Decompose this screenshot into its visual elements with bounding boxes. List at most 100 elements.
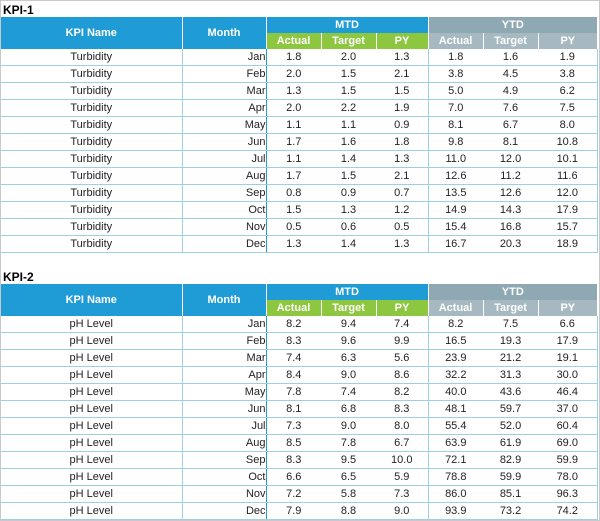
ytd-py-cell: 8.0 [538, 116, 598, 134]
mtd-target-cell: 0.6 [321, 218, 376, 236]
mtd-py-cell: 1.2 [376, 201, 429, 219]
mtd-actual-cell: 6.6 [266, 468, 321, 486]
mtd-py-cell: 2.1 [376, 167, 429, 185]
ytd-py-cell: 46.4 [538, 383, 598, 401]
ytd-target-cell: 6.7 [483, 116, 539, 134]
table-row: Turbidity Oct 1.5 1.3 1.2 14.9 14.3 17.9 [1, 201, 598, 219]
kpi-name-cell: pH Level [1, 485, 183, 503]
ytd-target-cell: 11.2 [483, 167, 539, 185]
mtd-target-cell: 6.8 [321, 400, 376, 418]
month-cell: Jun [182, 133, 267, 151]
mtd-actual-cell: 1.3 [266, 82, 321, 100]
ytd-actual-cell: 72.1 [427, 451, 484, 469]
month-cell: Sep [182, 184, 267, 202]
month-cell: Dec [182, 502, 267, 520]
mtd-actual-cell: 7.3 [266, 417, 321, 435]
ytd-target-cell: 52.0 [483, 417, 539, 435]
section-title-kpi-2: KPI-2 [3, 270, 34, 284]
ytd-target-cell: 61.9 [483, 434, 539, 452]
mtd-py-header: PY [375, 33, 429, 49]
month-cell: Jul [182, 150, 267, 168]
ytd-py-cell: 17.9 [538, 332, 598, 350]
ytd-actual-cell: 3.8 [427, 65, 484, 83]
table-row: Turbidity Jul 1.1 1.4 1.3 11.0 12.0 10.1 [1, 150, 598, 168]
ytd-target-cell: 12.0 [483, 150, 539, 168]
kpi-name-cell: Turbidity [1, 201, 183, 219]
ytd-py-cell: 18.9 [538, 235, 598, 253]
ytd-target-cell: 4.5 [483, 65, 539, 83]
table-row: pH Level Nov 7.2 5.8 7.3 86.0 85.1 96.3 [1, 485, 598, 503]
mtd-actual-cell: 8.5 [266, 434, 321, 452]
mtd-actual-cell: 1.1 [266, 150, 321, 168]
mtd-py-cell: 9.9 [376, 332, 429, 350]
mtd-actual-cell: 1.5 [266, 201, 321, 219]
ytd-target-cell: 12.6 [483, 184, 539, 202]
kpi-name-cell: pH Level [1, 502, 183, 520]
ytd-actual-cell: 8.1 [427, 116, 484, 134]
month-cell: May [182, 116, 267, 134]
ytd-actual-cell: 7.0 [427, 99, 484, 117]
ytd-target-cell: 31.3 [483, 366, 539, 384]
ytd-actual-header: Actual [427, 33, 484, 49]
mtd-actual-cell: 1.7 [266, 167, 321, 185]
month-cell: Oct [182, 201, 267, 219]
month-cell: Feb [182, 332, 267, 350]
mtd-target-cell: 0.9 [321, 184, 376, 202]
month-cell: Mar [182, 349, 267, 367]
table-row: pH Level Aug 8.5 7.8 6.7 63.9 61.9 69.0 [1, 434, 598, 452]
mtd-actual-cell: 8.3 [266, 451, 321, 469]
ytd-py-cell: 10.8 [538, 133, 598, 151]
mtd-target-cell: 2.0 [321, 49, 376, 66]
ytd-actual-cell: 63.9 [427, 434, 484, 452]
table-row: Turbidity Nov 0.5 0.6 0.5 15.4 16.8 15.7 [1, 218, 598, 236]
kpi-name-cell: pH Level [1, 332, 183, 350]
mtd-actual-header: Actual [265, 33, 321, 49]
ytd-header: YTD [427, 17, 598, 33]
table-row: Turbidity Mar 1.3 1.5 1.5 5.0 4.9 6.2 [1, 82, 598, 100]
ytd-target-cell: 14.3 [483, 201, 539, 219]
kpi-name-cell: Turbidity [1, 184, 183, 202]
kpi-name-cell: pH Level [1, 383, 183, 401]
mtd-target-cell: 6.5 [321, 468, 376, 486]
mtd-target-cell: 1.1 [321, 116, 376, 134]
table-row: pH Level Feb 8.3 9.6 9.9 16.5 19.3 17.9 [1, 332, 598, 350]
ytd-py-cell: 7.5 [538, 99, 598, 117]
mtd-py-cell: 10.0 [376, 451, 429, 469]
kpi-name-cell: Turbidity [1, 82, 183, 100]
kpi-name-cell: Turbidity [1, 99, 183, 117]
mtd-py-cell: 8.2 [376, 383, 429, 401]
kpi-1-table: KPI Name Month MTD YTD Actual Target PY … [1, 17, 598, 253]
mtd-actual-cell: 1.1 [266, 116, 321, 134]
mtd-py-cell: 7.4 [376, 316, 429, 333]
mtd-actual-header: Actual [265, 300, 321, 316]
ytd-actual-cell: 15.4 [427, 218, 484, 236]
mtd-target-cell: 1.4 [321, 235, 376, 253]
month-cell: Nov [182, 218, 267, 236]
mtd-header: MTD [265, 284, 429, 300]
ytd-target-cell: 19.3 [483, 332, 539, 350]
mtd-target-cell: 9.0 [321, 417, 376, 435]
ytd-target-header: Target [482, 300, 539, 316]
mtd-py-cell: 0.7 [376, 184, 429, 202]
ytd-target-cell: 82.9 [483, 451, 539, 469]
ytd-actual-cell: 78.8 [427, 468, 484, 486]
mtd-actual-cell: 7.8 [266, 383, 321, 401]
ytd-py-cell: 19.1 [538, 349, 598, 367]
month-cell: Feb [182, 65, 267, 83]
month-cell: Jul [182, 417, 267, 435]
ytd-actual-cell: 11.0 [427, 150, 484, 168]
kpi-name-cell: Turbidity [1, 150, 183, 168]
month-cell: Mar [182, 82, 267, 100]
mtd-py-cell: 9.0 [376, 502, 429, 520]
ytd-py-cell: 69.0 [538, 434, 598, 452]
mtd-target-cell: 5.8 [321, 485, 376, 503]
mtd-py-cell: 2.1 [376, 65, 429, 83]
mtd-py-cell: 1.3 [376, 150, 429, 168]
ytd-target-cell: 4.9 [483, 82, 539, 100]
ytd-py-cell: 6.6 [538, 316, 598, 333]
table-row: pH Level May 7.8 7.4 8.2 40.0 43.6 46.4 [1, 383, 598, 401]
kpi-name-cell: pH Level [1, 417, 183, 435]
mtd-py-cell: 8.6 [376, 366, 429, 384]
mtd-actual-cell: 7.9 [266, 502, 321, 520]
kpi-name-cell: Turbidity [1, 167, 183, 185]
